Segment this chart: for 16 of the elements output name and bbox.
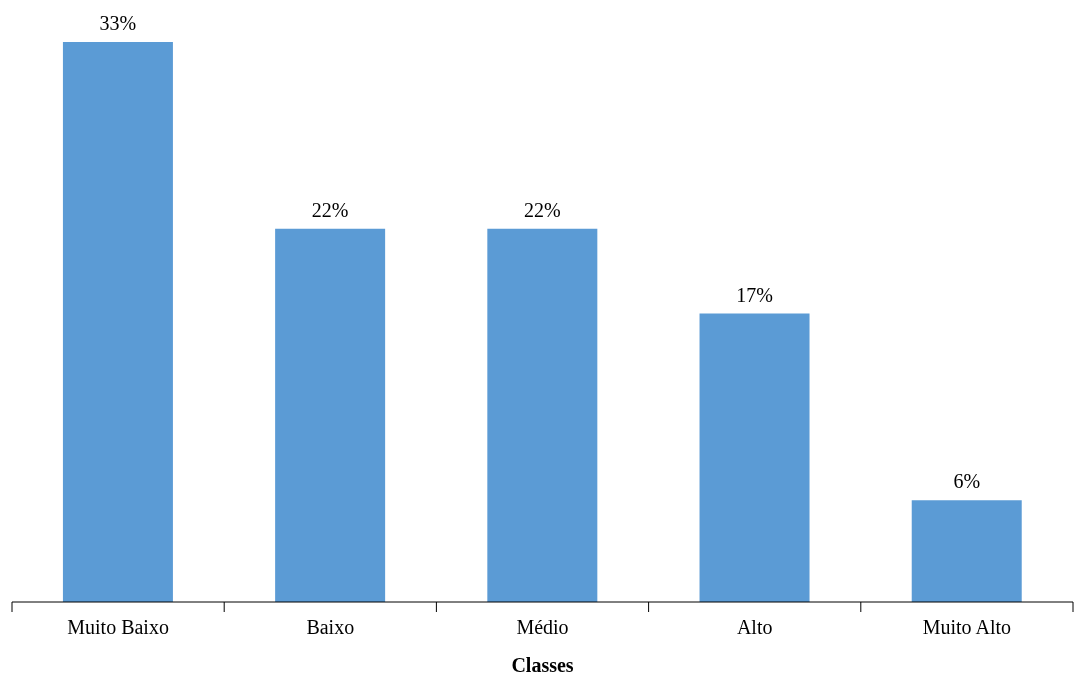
x-axis-title: Classes bbox=[511, 654, 574, 676]
bar bbox=[699, 313, 810, 602]
x-tick-label: Médio bbox=[516, 616, 569, 638]
x-tick-label: Muito Baixo bbox=[67, 616, 169, 638]
bar bbox=[487, 228, 598, 602]
bar bbox=[911, 500, 1022, 602]
data-label: 6% bbox=[953, 470, 981, 493]
data-label: 17% bbox=[736, 283, 773, 306]
data-label: 22% bbox=[523, 198, 561, 221]
x-tick-label: Alto bbox=[736, 616, 773, 638]
bar bbox=[62, 42, 173, 602]
bar bbox=[275, 228, 386, 602]
data-label: 33% bbox=[99, 12, 137, 34]
x-tick-label: Baixo bbox=[306, 616, 355, 638]
x-tick-label: Muito Alto bbox=[922, 616, 1012, 638]
data-label: 22% bbox=[311, 198, 349, 221]
